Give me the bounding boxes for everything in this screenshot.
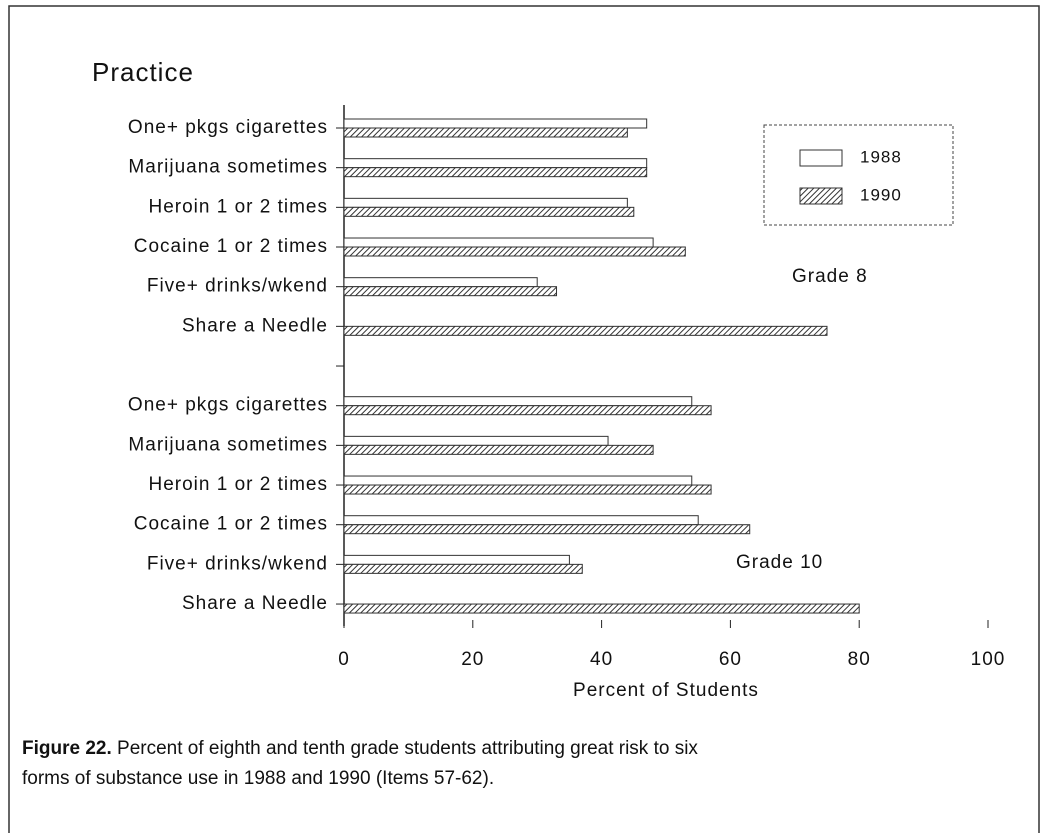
legend-label: 1988 bbox=[860, 147, 902, 166]
bar bbox=[343, 524, 751, 535]
bar bbox=[343, 444, 654, 455]
y-tick-label: Heroin 1 or 2 times bbox=[148, 196, 328, 217]
bar bbox=[343, 515, 699, 526]
y-tick-label: Share a Needle bbox=[182, 315, 328, 336]
x-axis-label: Percent of Students bbox=[573, 680, 759, 701]
y-tick-label: Five+ drinks/wkend bbox=[147, 276, 328, 297]
caption-label: Figure 22. bbox=[22, 738, 112, 759]
chart-title: Practice bbox=[92, 57, 194, 87]
bar bbox=[343, 286, 558, 297]
y-tick-label: Five+ drinks/wkend bbox=[147, 553, 328, 574]
x-tick-label: 20 bbox=[461, 649, 484, 670]
bar bbox=[343, 158, 648, 169]
bar bbox=[343, 127, 628, 138]
x-tick-label: 100 bbox=[971, 649, 1006, 670]
annotation: Grade 10 bbox=[736, 552, 823, 573]
caption-text: forms of substance use in 1988 and 1990 … bbox=[22, 768, 494, 789]
bar bbox=[343, 563, 583, 574]
caption: Figure 22. Percent of eighth and tenth g… bbox=[22, 738, 698, 759]
bar bbox=[343, 277, 538, 288]
bar bbox=[343, 237, 654, 248]
y-tick-label: One+ pkgs cigarettes bbox=[128, 395, 328, 416]
x-tick-label: 60 bbox=[719, 649, 742, 670]
bar bbox=[343, 405, 712, 416]
y-tick-label: Cocaine 1 or 2 times bbox=[134, 236, 328, 257]
caption-text: Percent of eighth and tenth grade studen… bbox=[112, 738, 699, 759]
y-tick-label: Marijuana sometimes bbox=[128, 434, 328, 455]
bar bbox=[343, 206, 635, 217]
bar bbox=[343, 246, 686, 257]
bar bbox=[343, 435, 609, 446]
bar bbox=[343, 396, 693, 407]
bar bbox=[343, 325, 828, 336]
x-tick-label: 0 bbox=[338, 649, 350, 670]
y-tick-label: Cocaine 1 or 2 times bbox=[134, 514, 328, 535]
x-tick-label: 80 bbox=[848, 649, 871, 670]
bar bbox=[343, 118, 648, 129]
x-tick-label: 40 bbox=[590, 649, 613, 670]
bar bbox=[343, 197, 628, 208]
legend-swatch bbox=[799, 149, 843, 167]
annotation: Grade 8 bbox=[792, 266, 868, 287]
bar bbox=[343, 475, 693, 486]
y-tick-label: Heroin 1 or 2 times bbox=[148, 474, 328, 495]
legend-box bbox=[763, 124, 954, 226]
bar bbox=[343, 554, 570, 565]
bar bbox=[343, 603, 860, 614]
y-tick-label: One+ pkgs cigarettes bbox=[128, 117, 328, 138]
bar bbox=[343, 484, 712, 495]
frame bbox=[8, 5, 1040, 833]
legend-label: 1990 bbox=[860, 185, 902, 204]
legend-swatch bbox=[799, 187, 843, 205]
y-tick-label: Share a Needle bbox=[182, 593, 328, 614]
bar bbox=[343, 167, 648, 178]
y-tick-label: Marijuana sometimes bbox=[128, 157, 328, 178]
